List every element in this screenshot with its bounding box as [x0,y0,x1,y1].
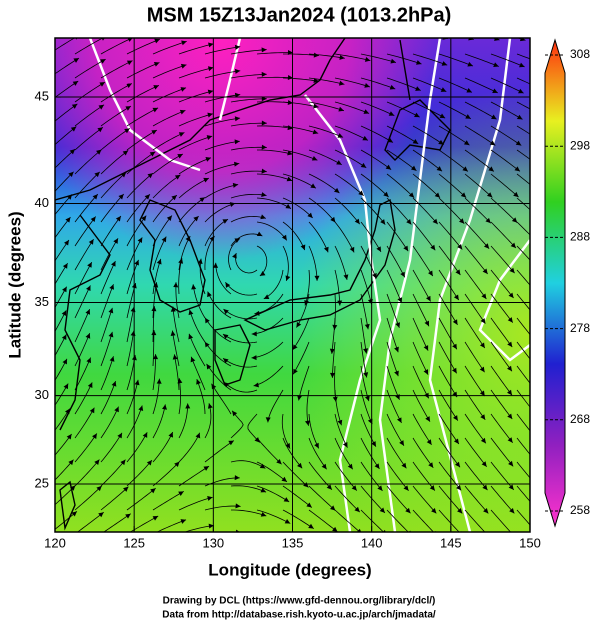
chart-title: MSM 15Z13Jan2024 (1013.2hPa) [147,4,452,26]
streamline [231,534,266,540]
arrowhead [408,553,413,558]
arrowhead [535,484,540,489]
streamline [49,12,80,30]
arrowhead [535,292,540,297]
arrowhead [534,365,539,370]
arrowhead [534,341,539,346]
x-tick-label: 150 [519,535,541,550]
arrowhead [459,554,464,559]
arrowhead [534,389,539,394]
y-tick-label: 35 [35,294,49,309]
streamline [101,14,133,30]
credit: Data from http://database.rish.kyoto-u.a… [162,610,436,621]
arrowhead [261,536,267,541]
arrowhead [537,242,542,247]
x-axis-label: Longitude (degrees) [208,560,371,579]
arrowhead [562,555,567,560]
arrowhead [340,29,345,34]
streamline [543,30,577,40]
streamline [413,534,439,559]
arrowhead [561,532,566,537]
y-axis-label: Latitude (degrees) [5,211,24,358]
arrowhead [570,89,576,93]
y-tick-label: 30 [35,387,49,402]
streamline [335,534,363,556]
arrowhead [74,12,80,17]
arrowhead [535,316,540,321]
arrowhead [569,115,575,120]
arrowhead [534,413,539,418]
arrowhead [433,554,438,559]
arrowhead [536,555,541,560]
colorbar-tick-label: 308 [570,47,590,61]
colorbar-tick-label: 288 [570,230,590,244]
arrowhead [358,551,363,556]
arrowhead [510,555,515,560]
streamline [387,30,422,38]
x-tick-label: 140 [361,535,383,550]
arrowhead [383,552,388,557]
streamline [75,13,107,30]
streamline [361,30,396,36]
arrowhead [101,13,107,17]
arrowhead [128,14,134,19]
y-tick-label: 45 [35,88,49,103]
arrowhead [538,217,543,222]
colorbar-tick-label: 258 [570,503,590,517]
arrowhead [539,192,544,197]
arrowhead [484,555,489,560]
streamline [257,28,293,30]
x-tick-label: 145 [440,535,462,550]
x-tick-label: 135 [282,535,304,550]
arrowhead [534,437,539,442]
arrowhead [534,461,539,466]
streamline [543,534,567,561]
arrowhead [333,549,339,554]
x-tick-label: 130 [202,535,224,550]
arrowhead [567,166,573,171]
arrowhead [314,27,319,32]
y-tick-label: 25 [35,475,49,490]
colorbar-tick-label: 268 [570,412,590,426]
x-tick-label: 125 [123,535,145,550]
colorbar-tick-label: 298 [570,138,590,152]
credit: Drawing by DCL (https://www.gfd-dennou.o… [163,596,436,607]
y-tick-label: 40 [35,195,49,210]
streamline [387,534,413,559]
arrowhead [571,63,577,68]
streamline [465,534,490,560]
colorbar [545,40,565,526]
arrowhead [572,37,578,42]
arrowhead [566,191,571,196]
arrowhead [309,546,315,551]
arrowhead [535,508,540,513]
streamline [491,534,515,560]
arrowhead [536,267,541,272]
streamline [309,30,345,32]
colorbar-tick-label: 278 [570,321,590,335]
arrowhead [391,33,396,38]
arrowhead [546,37,552,42]
x-tick-label: 120 [44,535,66,550]
map-field [49,12,577,561]
arrowhead [365,31,370,36]
streamline [335,30,371,34]
streamline [309,534,339,554]
